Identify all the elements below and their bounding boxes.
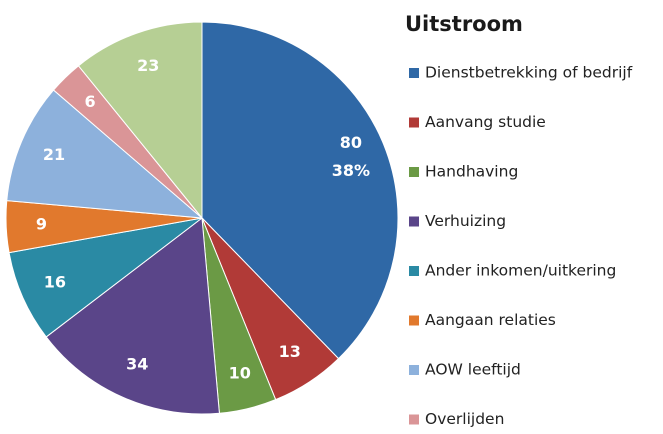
- pie-slice: [201, 21, 399, 360]
- legend-swatch: [409, 117, 419, 128]
- legend-label: Aanvang studie: [425, 113, 546, 131]
- pie-slice: [77, 21, 203, 220]
- pie-slice: [6, 89, 204, 219]
- data-label: 10: [229, 364, 251, 383]
- legend-swatch: [409, 315, 419, 326]
- percent-label: 38%: [332, 161, 370, 180]
- legend-swatch: [409, 266, 419, 276]
- legend-swatch: [409, 365, 419, 375]
- legend-swatch: [409, 167, 419, 177]
- data-label: 13: [279, 342, 301, 361]
- legend-label: Overlijden: [425, 410, 504, 428]
- legend-label: AOW leeftijd: [425, 361, 521, 379]
- legend-label: Dienstbetrekking of bedrijf: [425, 64, 633, 82]
- chart-title: Uitstroom: [405, 12, 523, 36]
- data-label: 21: [43, 145, 65, 164]
- pie-slice: [45, 217, 220, 415]
- data-label: 34: [126, 355, 148, 374]
- legend-swatch: [409, 68, 419, 78]
- legend-label: Handhaving: [425, 163, 518, 181]
- legend-label: Ander inkomen/uitkering: [425, 262, 616, 280]
- data-label: 6: [84, 92, 95, 111]
- legend-swatch: [409, 216, 419, 227]
- data-label: 9: [36, 215, 47, 234]
- data-label: 16: [44, 272, 66, 291]
- data-label: 23: [137, 56, 159, 75]
- data-label: 80: [340, 133, 362, 152]
- legend-swatch: [409, 414, 419, 425]
- legend-label: Verhuizing: [425, 212, 506, 230]
- legend-label: Aangaan relaties: [425, 311, 556, 329]
